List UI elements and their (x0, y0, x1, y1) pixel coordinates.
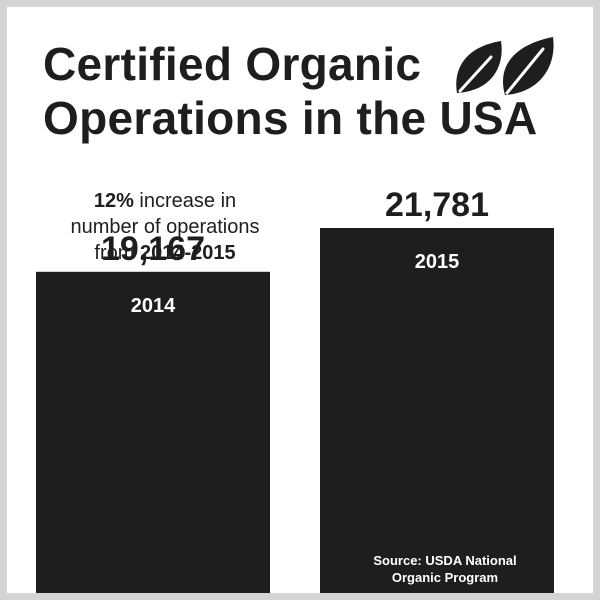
annotation-text-3: from (94, 242, 140, 264)
annotation-line-1: 12% increase in (45, 188, 285, 214)
category-label-2015: 2015 (415, 251, 460, 273)
increase-annotation: 12% increase in number of operations fro… (45, 188, 285, 266)
source-line-1: Source: USDA National (373, 553, 517, 568)
title-line-2: Operations in the USA (43, 92, 538, 144)
value-label-2014: 19,167 (101, 230, 205, 268)
category-label-2014: 2014 (131, 295, 176, 317)
percent-increase: 12% (93, 190, 134, 212)
bar-2014 (36, 271, 270, 593)
year-range: 2014-2015 (139, 242, 236, 264)
bar-2015 (320, 228, 554, 593)
annotation-line-3: from 2014-2015 (45, 240, 285, 266)
source-note: Source: USDA National Organic Program (357, 552, 533, 586)
title-line-1: Certified Organic (43, 38, 422, 90)
chart-title: Certified Organic Operations in the USA (43, 37, 537, 145)
source-line-2: Organic Program (391, 570, 499, 585)
annotation-text-1: increase in (133, 190, 237, 212)
value-label-2015: 21,781 (385, 186, 489, 224)
bar-chart: 19,167 2014 21,781 2015 (36, 186, 554, 593)
annotation-line-2: number of operations (70, 216, 260, 238)
leaf-icon (456, 37, 554, 95)
